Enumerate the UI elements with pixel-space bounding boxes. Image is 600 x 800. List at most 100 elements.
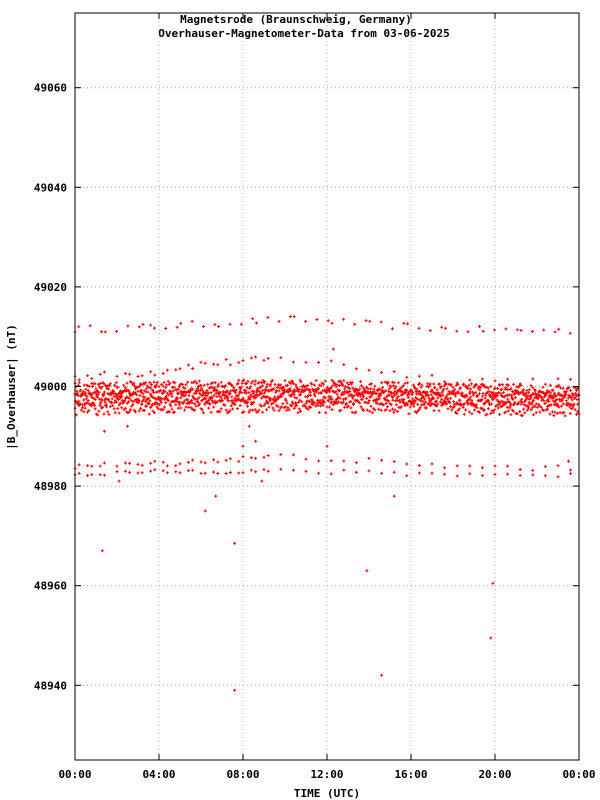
data-point xyxy=(77,381,81,385)
data-point xyxy=(102,461,106,465)
data-point xyxy=(153,396,157,400)
data-point xyxy=(376,388,380,392)
data-point xyxy=(328,405,331,409)
data-point xyxy=(145,404,149,408)
data-point xyxy=(135,393,139,397)
data-point xyxy=(183,386,187,390)
data-point xyxy=(151,396,155,400)
data-point xyxy=(469,395,473,399)
data-point xyxy=(107,413,111,416)
data-point xyxy=(246,404,250,408)
data-point xyxy=(335,383,339,387)
data-point xyxy=(216,384,220,388)
data-point xyxy=(470,412,474,416)
data-point xyxy=(505,393,509,397)
data-point xyxy=(496,393,500,397)
data-point xyxy=(244,389,248,393)
data-point xyxy=(311,403,315,407)
data-point xyxy=(164,386,168,390)
data-point xyxy=(445,387,449,391)
data-point xyxy=(521,391,525,395)
data-point xyxy=(418,392,422,396)
data-point xyxy=(460,403,464,407)
data-point xyxy=(128,470,132,474)
data-point xyxy=(304,405,308,409)
data-point xyxy=(354,461,358,465)
data-point xyxy=(560,399,564,403)
data-point xyxy=(341,317,345,321)
data-point xyxy=(291,402,295,406)
data-point xyxy=(567,459,570,463)
data-point xyxy=(115,400,119,404)
data-point xyxy=(205,401,209,405)
data-point xyxy=(216,472,220,475)
data-point xyxy=(128,392,132,396)
data-point xyxy=(329,395,333,399)
data-point xyxy=(123,406,127,410)
data-point xyxy=(93,404,96,407)
data-point xyxy=(343,387,347,391)
data-point xyxy=(358,394,362,398)
data-point xyxy=(229,389,233,393)
data-point xyxy=(531,386,535,389)
data-point xyxy=(375,401,379,405)
data-point xyxy=(295,403,299,407)
data-point xyxy=(89,404,93,408)
data-point xyxy=(296,411,300,415)
data-point xyxy=(228,392,232,395)
data-point xyxy=(121,390,125,394)
data-point xyxy=(245,386,249,390)
data-point xyxy=(572,402,576,406)
data-point xyxy=(319,391,323,395)
data-point xyxy=(79,388,83,392)
data-point xyxy=(299,380,303,384)
data-point xyxy=(186,398,190,402)
data-point xyxy=(495,403,499,407)
data-point xyxy=(242,378,246,382)
data-point xyxy=(346,404,350,408)
data-point xyxy=(279,356,283,360)
data-point xyxy=(291,380,295,384)
data-point xyxy=(344,385,347,389)
data-point xyxy=(149,370,153,374)
data-point xyxy=(165,391,169,395)
data-point xyxy=(304,384,308,388)
data-point xyxy=(236,407,239,410)
data-point xyxy=(438,382,442,386)
data-point xyxy=(350,410,354,414)
data-point xyxy=(541,396,544,400)
data-point xyxy=(183,399,187,403)
data-point xyxy=(466,330,470,334)
data-point xyxy=(387,393,391,397)
data-point xyxy=(78,403,82,407)
data-point xyxy=(348,400,352,404)
data-point xyxy=(563,395,566,399)
data-point xyxy=(161,371,165,375)
data-point xyxy=(530,400,534,404)
data-point xyxy=(82,410,86,414)
data-point xyxy=(213,388,217,392)
data-point xyxy=(77,378,81,382)
data-point xyxy=(506,464,510,468)
data-point xyxy=(384,408,388,412)
data-point xyxy=(342,468,346,472)
data-point xyxy=(213,381,217,385)
data-point xyxy=(518,391,522,395)
data-point xyxy=(547,403,551,407)
data-point xyxy=(136,401,140,405)
data-point xyxy=(260,404,263,408)
data-point xyxy=(108,405,112,409)
data-point xyxy=(331,403,335,406)
data-point xyxy=(111,404,115,408)
data-point xyxy=(325,444,329,448)
data-point xyxy=(314,390,318,394)
data-point xyxy=(139,406,142,410)
data-point xyxy=(569,389,573,393)
data-point xyxy=(341,390,345,394)
data-point xyxy=(468,472,472,476)
x-tick-label: 00:00 xyxy=(562,768,595,781)
data-point xyxy=(243,399,247,403)
data-point xyxy=(335,392,339,396)
data-point xyxy=(148,381,152,385)
data-point xyxy=(380,471,384,475)
